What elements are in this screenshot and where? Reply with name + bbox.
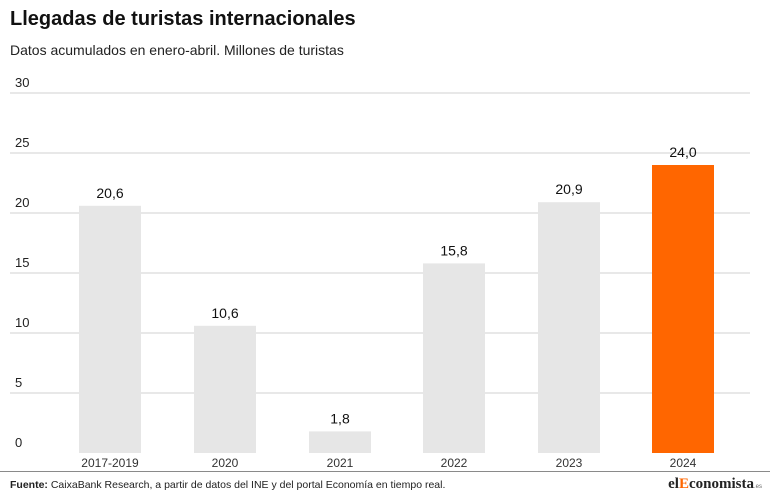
bar-2023 — [538, 202, 600, 453]
brand-suffix: .es — [753, 484, 762, 490]
value-label: 1,8 — [330, 410, 350, 426]
y-tick-label: 5 — [15, 375, 22, 390]
x-tick-label: 2020 — [212, 456, 239, 470]
y-tick-label: 0 — [15, 435, 22, 450]
x-tick-label: 2017-2019 — [81, 456, 139, 470]
bar-2022 — [423, 263, 485, 453]
x-tick-label: 2022 — [441, 456, 468, 470]
value-label: 20,6 — [96, 185, 123, 201]
brand-rest: conomista — [688, 476, 754, 492]
y-tick-label: 25 — [15, 135, 29, 150]
y-tick-label: 30 — [15, 75, 29, 90]
value-label: 10,6 — [211, 305, 238, 321]
bars — [79, 165, 714, 453]
brand-logo: elEconomista.es — [668, 476, 762, 493]
source-note: Fuente: CaixaBank Research, a partir de … — [10, 479, 445, 491]
bar-2017-2019 — [79, 205, 141, 453]
bar-2020 — [194, 325, 256, 453]
brand-prefix: el — [668, 476, 679, 492]
brand-accent: E — [678, 476, 689, 492]
footer: Fuente: CaixaBank Research, a partir de … — [0, 471, 770, 501]
source-text: CaixaBank Research, a partir de datos de… — [50, 479, 446, 491]
x-tick-label: 2023 — [556, 456, 583, 470]
bar-2024 — [652, 165, 714, 453]
x-tick-label: 2024 — [670, 456, 697, 470]
chart-subtitle: Datos acumulados en enero-abril. Millone… — [10, 42, 344, 58]
y-tick-label: 20 — [15, 195, 29, 210]
x-tick-label: 2021 — [327, 456, 354, 470]
y-tick-label: 15 — [15, 255, 29, 270]
source-label: Fuente: — [10, 479, 48, 491]
value-label: 24,0 — [669, 144, 696, 160]
chart-title: Llegadas de turistas internacionales — [10, 8, 356, 30]
labels: 0 5 10 15 20 25 30 20,6 2017-2019 10,6 2020 1,8 2021… — [15, 75, 697, 470]
value-label: 15,8 — [440, 242, 467, 258]
value-label: 20,9 — [555, 181, 582, 197]
y-tick-label: 10 — [15, 315, 29, 330]
bar-chart: 0 5 10 15 20 25 30 20,6 2017-2019 10,6 2020 1,8 2021… — [10, 75, 750, 470]
bar-2021 — [309, 431, 371, 453]
